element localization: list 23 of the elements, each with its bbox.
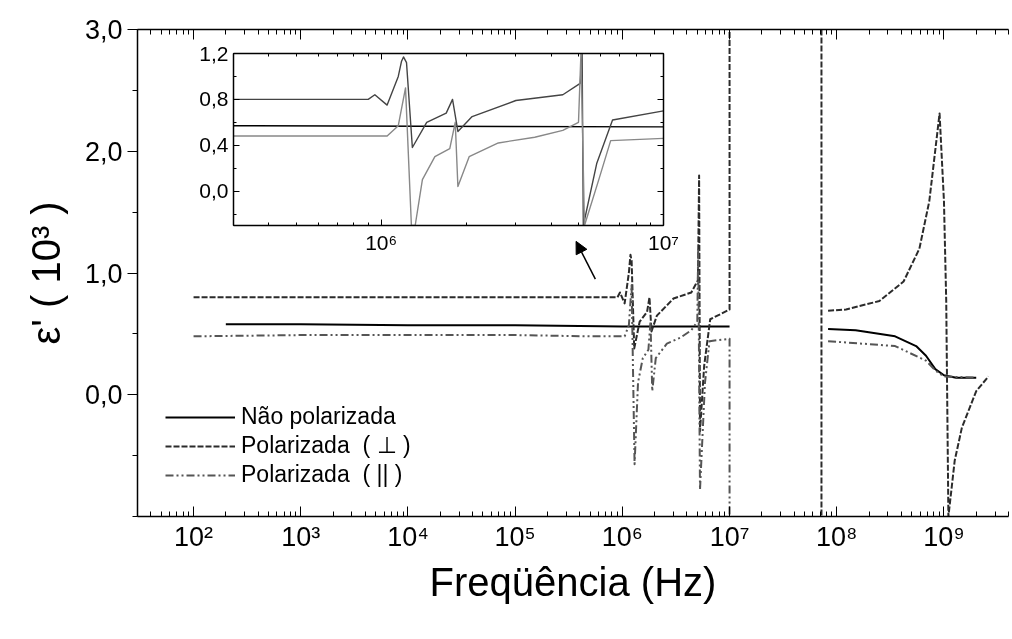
x-tick-label: 10⁶ [601, 521, 643, 552]
x-axis-title: Freqüência (Hz) [429, 559, 717, 604]
y-tick-label: 0,0 [84, 380, 123, 411]
x-tick-label: 10⁵ [494, 521, 536, 552]
y-tick-label: 3,0 [84, 15, 123, 45]
y-axis-title: ε' ( 10³ ) [23, 201, 68, 345]
y-tick-label: 1,2 [199, 41, 229, 65]
y-tick-label: 0,0 [199, 179, 229, 203]
x-tick-label: 10⁴ [387, 521, 429, 552]
y-tick-label: 0,8 [199, 87, 229, 111]
x-tick-label: 10² [174, 521, 214, 552]
y-tick-label: 1,0 [84, 258, 123, 289]
legend-label: Polarizada ( ⊥ ) [241, 432, 411, 459]
y-tick-label: 0,4 [199, 133, 229, 157]
legend-label: Não polarizada [241, 403, 396, 430]
y-tick-label: 2,0 [84, 136, 123, 167]
x-tick-label: 10⁷ [709, 521, 750, 552]
x-tick-label: 10⁹ [923, 521, 965, 552]
legend-label: Polarizada ( || ) [241, 461, 403, 488]
x-tick-label: 10⁶ [365, 230, 398, 254]
x-tick-label: 10⁸ [816, 521, 858, 552]
x-tick-label: 10³ [281, 521, 321, 552]
x-tick-label: 10⁷ [648, 230, 679, 254]
